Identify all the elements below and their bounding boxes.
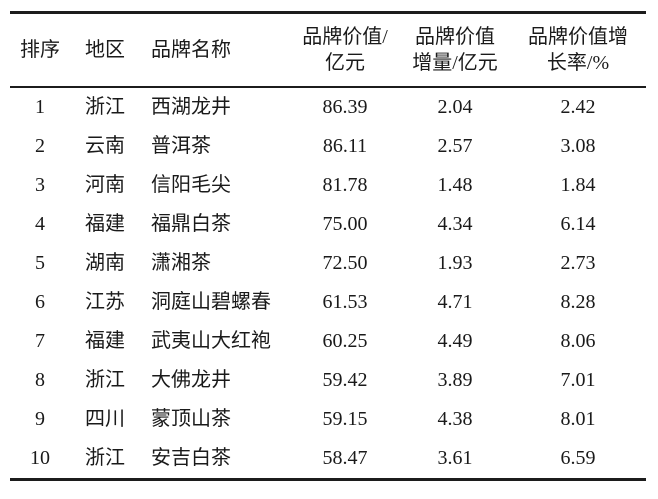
cell-value-increment: 2.04 bbox=[437, 96, 473, 118]
table-row: 5 湖南 潇湘茶 72.50 1.93 2.73 bbox=[10, 244, 646, 283]
table-body: 1 浙江 西湖龙井 86.39 2.04 2.42 2 云南 普洱茶 86.11… bbox=[10, 87, 646, 480]
cell-region: 浙江 bbox=[85, 96, 125, 118]
cell-value-increment: 4.34 bbox=[437, 213, 473, 235]
cell-growth-rate: 6.59 bbox=[560, 447, 596, 469]
cell-rank: 9 bbox=[35, 408, 45, 430]
cell-brand-name: 大佛龙井 bbox=[151, 369, 231, 391]
cell-rank: 3 bbox=[35, 174, 45, 196]
cell-value-increment: 3.61 bbox=[437, 447, 473, 469]
cell-growth-rate: 8.06 bbox=[560, 330, 596, 352]
table-row: 6 江苏 洞庭山碧螺春 61.53 4.71 8.28 bbox=[10, 283, 646, 322]
cell-brand-value: 59.42 bbox=[322, 369, 368, 391]
cell-growth-rate: 1.84 bbox=[560, 174, 596, 196]
table-row: 4 福建 福鼎白茶 75.00 4.34 6.14 bbox=[10, 205, 646, 244]
cell-growth-rate: 6.14 bbox=[560, 213, 596, 235]
table-row: 3 河南 信阳毛尖 81.78 1.48 1.84 bbox=[10, 166, 646, 205]
column-header-brand-name: 品牌名称 bbox=[140, 12, 290, 88]
cell-growth-rate: 7.01 bbox=[560, 369, 596, 391]
brand-value-table-container: 排序 地区 品牌名称 品牌价值/ 亿元 品牌价值 增量/亿元 品牌价值增 长率/… bbox=[10, 11, 646, 481]
cell-region: 四川 bbox=[85, 408, 125, 430]
cell-region: 浙江 bbox=[85, 369, 125, 391]
header-row: 排序 地区 品牌名称 品牌价值/ 亿元 品牌价值 增量/亿元 品牌价值增 长率/… bbox=[10, 12, 646, 88]
table-row: 8 浙江 大佛龙井 59.42 3.89 7.01 bbox=[10, 361, 646, 400]
cell-region: 福建 bbox=[85, 213, 125, 235]
cell-brand-name: 普洱茶 bbox=[151, 135, 211, 157]
cell-rank: 10 bbox=[30, 447, 50, 469]
column-header-rank: 排序 bbox=[10, 12, 70, 88]
cell-value-increment: 4.71 bbox=[437, 291, 473, 313]
cell-brand-value: 75.00 bbox=[322, 213, 368, 235]
cell-region: 浙江 bbox=[85, 447, 125, 469]
cell-value-increment: 4.38 bbox=[437, 408, 473, 430]
cell-brand-name: 武夷山大红袍 bbox=[151, 330, 271, 352]
cell-value-increment: 1.93 bbox=[437, 252, 473, 274]
table-row: 1 浙江 西湖龙井 86.39 2.04 2.42 bbox=[10, 87, 646, 127]
cell-growth-rate: 3.08 bbox=[560, 135, 596, 157]
column-header-brand-value: 品牌价值/ 亿元 bbox=[290, 12, 400, 88]
cell-brand-name: 蒙顶山茶 bbox=[151, 408, 231, 430]
cell-region: 江苏 bbox=[85, 291, 125, 313]
cell-brand-value: 59.15 bbox=[322, 408, 368, 430]
table-row: 2 云南 普洱茶 86.11 2.57 3.08 bbox=[10, 127, 646, 166]
cell-rank: 7 bbox=[35, 330, 45, 352]
cell-brand-value: 81.78 bbox=[322, 174, 368, 196]
cell-growth-rate: 2.73 bbox=[560, 252, 596, 274]
column-header-value-increment: 品牌价值 增量/亿元 bbox=[400, 12, 510, 88]
cell-region: 湖南 bbox=[85, 252, 125, 274]
cell-brand-name: 西湖龙井 bbox=[151, 96, 231, 118]
cell-brand-value: 58.47 bbox=[322, 447, 368, 469]
cell-value-increment: 4.49 bbox=[437, 330, 473, 352]
cell-growth-rate: 8.28 bbox=[560, 291, 596, 313]
cell-brand-value: 60.25 bbox=[322, 330, 368, 352]
cell-region: 福建 bbox=[85, 330, 125, 352]
cell-rank: 8 bbox=[35, 369, 45, 391]
cell-rank: 4 bbox=[35, 213, 45, 235]
column-header-region: 地区 bbox=[70, 12, 140, 88]
cell-rank: 2 bbox=[35, 135, 45, 157]
cell-brand-value: 61.53 bbox=[322, 291, 368, 313]
cell-brand-name: 洞庭山碧螺春 bbox=[151, 291, 271, 313]
brand-value-table: 排序 地区 品牌名称 品牌价值/ 亿元 品牌价值 增量/亿元 品牌价值增 长率/… bbox=[10, 11, 646, 481]
cell-growth-rate: 2.42 bbox=[560, 96, 596, 118]
cell-brand-name: 福鼎白茶 bbox=[151, 213, 231, 235]
cell-region: 云南 bbox=[85, 135, 125, 157]
column-header-growth-rate: 品牌价值增 长率/% bbox=[510, 12, 646, 88]
cell-rank: 1 bbox=[35, 96, 45, 118]
cell-brand-name: 信阳毛尖 bbox=[151, 174, 231, 196]
cell-value-increment: 1.48 bbox=[437, 174, 473, 196]
cell-value-increment: 3.89 bbox=[437, 369, 473, 391]
cell-rank: 6 bbox=[35, 291, 45, 313]
cell-brand-name: 潇湘茶 bbox=[151, 252, 211, 274]
table-row: 9 四川 蒙顶山茶 59.15 4.38 8.01 bbox=[10, 400, 646, 439]
cell-brand-value: 86.11 bbox=[322, 135, 368, 157]
table-row: 7 福建 武夷山大红袍 60.25 4.49 8.06 bbox=[10, 322, 646, 361]
cell-brand-name: 安吉白茶 bbox=[151, 447, 231, 469]
cell-brand-value: 86.39 bbox=[322, 96, 368, 118]
cell-rank: 5 bbox=[35, 252, 45, 274]
table-row: 10 浙江 安吉白茶 58.47 3.61 6.59 bbox=[10, 439, 646, 480]
cell-growth-rate: 8.01 bbox=[560, 408, 596, 430]
cell-region: 河南 bbox=[85, 174, 125, 196]
cell-brand-value: 72.50 bbox=[322, 252, 368, 274]
cell-value-increment: 2.57 bbox=[437, 135, 473, 157]
